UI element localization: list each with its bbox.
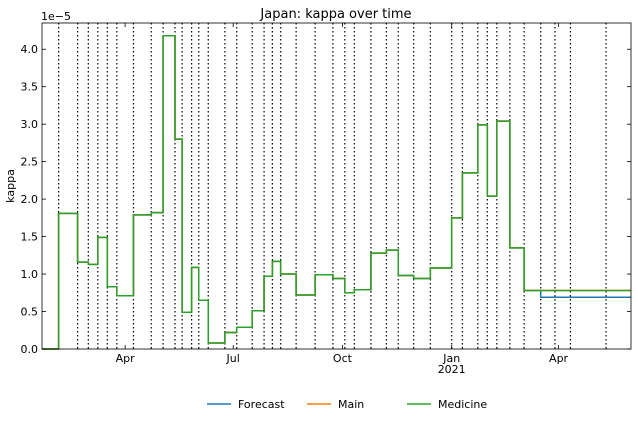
series-line-forecast <box>42 34 631 350</box>
change-point-lines <box>58 23 607 349</box>
x-tick-label-1: Jul <box>226 352 240 365</box>
y-tick-label-0: 0.0 <box>21 343 39 356</box>
legend-label-medicine: Medicine <box>438 398 487 411</box>
legend-label-main: Main <box>338 398 364 411</box>
y-axis-ticks: 0.0 0.5 1.0 1.5 2.0 2.5 3.0 3.5 4.0 <box>21 43 631 356</box>
y-tick-label-6: 3.0 <box>21 118 39 131</box>
x-tick-label-3: Jan <box>442 352 460 365</box>
x-tick-label-2: Oct <box>333 352 353 365</box>
y-tick-label-1: 0.5 <box>21 306 39 319</box>
x-tick-sublabel-3: 2021 <box>438 363 466 376</box>
y-tick-label-2: 1.0 <box>21 268 39 281</box>
legend-label-forecast: Forecast <box>238 398 285 411</box>
y-tick-label-7: 3.5 <box>21 81 39 94</box>
legend: Forecast Main Medicine <box>207 398 487 411</box>
series-lines <box>42 34 631 350</box>
plot-frame <box>41 22 632 350</box>
series-line-medicine <box>42 34 631 350</box>
x-tick-label-4: Apr <box>549 352 569 365</box>
y-axis-scale-label: 1e−5 <box>41 10 71 23</box>
series-line-main <box>42 34 631 350</box>
y-tick-label-3: 1.5 <box>21 231 39 244</box>
y-tick-label-8: 4.0 <box>21 43 39 56</box>
y-tick-label-5: 2.5 <box>21 156 39 169</box>
y-axis-label: kappa <box>4 169 17 203</box>
x-tick-label-0: Apr <box>116 352 136 365</box>
y-tick-label-4: 2.0 <box>21 193 39 206</box>
chart-title: Japan: kappa over time <box>259 7 411 22</box>
